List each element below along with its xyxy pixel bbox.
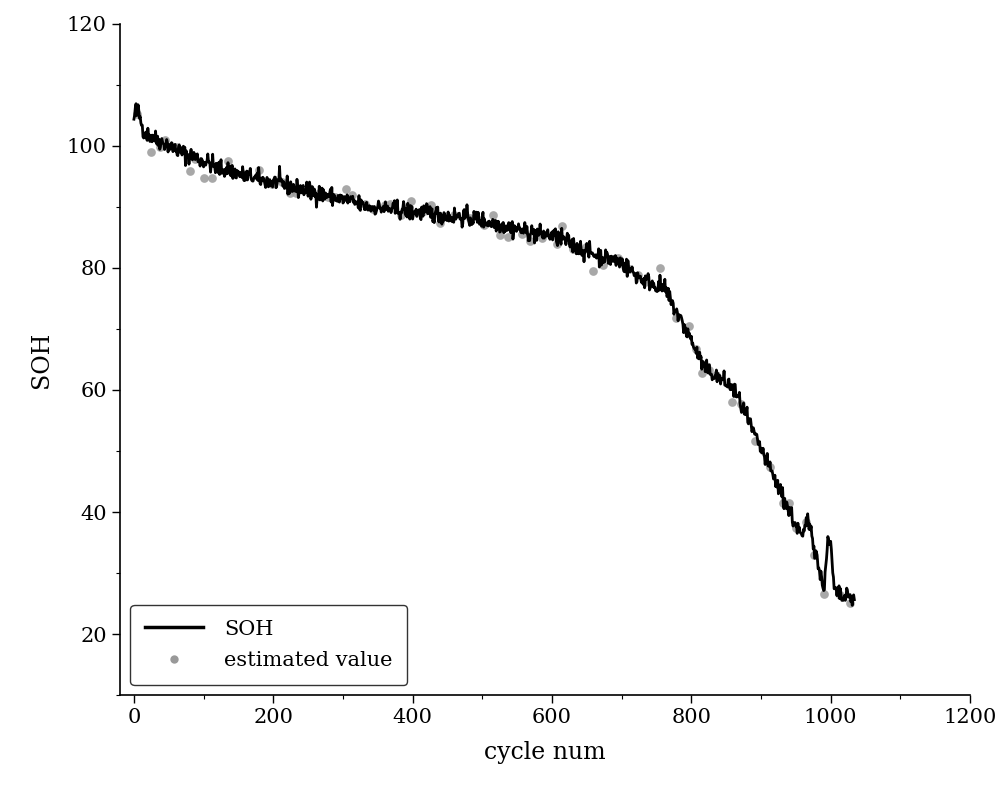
Point <box>302 182 318 195</box>
Point <box>204 171 220 184</box>
Point <box>842 596 858 609</box>
Point <box>781 497 797 510</box>
Point <box>446 209 462 221</box>
Point <box>157 134 173 146</box>
Point <box>578 241 594 254</box>
Point <box>534 231 550 244</box>
Point <box>694 367 710 379</box>
Point <box>610 251 626 264</box>
Point <box>403 194 419 207</box>
Point <box>288 186 304 199</box>
Point <box>500 231 516 243</box>
Point <box>775 496 791 509</box>
Point <box>585 265 601 277</box>
Point <box>788 521 804 534</box>
Point <box>152 141 168 153</box>
Point <box>522 235 538 248</box>
Point <box>143 146 159 159</box>
Point <box>652 261 668 274</box>
Point <box>393 209 409 222</box>
Point <box>187 152 203 165</box>
Point <box>668 311 684 324</box>
Point <box>365 202 381 215</box>
Point <box>251 164 267 177</box>
Point <box>264 177 280 190</box>
Point <box>423 199 439 212</box>
Point <box>416 205 432 217</box>
Point <box>595 258 611 271</box>
Point <box>338 182 354 195</box>
Legend: SOH, estimated value: SOH, estimated value <box>130 605 407 685</box>
Point <box>274 175 290 188</box>
Point <box>462 212 478 224</box>
Point <box>798 516 814 529</box>
Point <box>168 141 184 154</box>
Point <box>432 216 448 229</box>
Point <box>762 461 778 473</box>
Point <box>327 190 343 203</box>
Point <box>708 369 724 382</box>
Point <box>377 199 393 212</box>
Point <box>554 220 570 232</box>
Point <box>637 276 653 288</box>
Point <box>701 363 717 376</box>
Point <box>630 269 646 281</box>
Point <box>182 165 198 178</box>
Point <box>344 189 360 201</box>
Point <box>357 198 373 210</box>
Point <box>235 168 251 181</box>
Point <box>724 396 740 408</box>
Point <box>492 228 508 241</box>
Point <box>549 238 565 250</box>
Point <box>382 198 398 210</box>
Point <box>681 320 697 333</box>
Point <box>485 209 501 221</box>
Point <box>621 263 637 276</box>
Point <box>311 187 327 200</box>
Point <box>196 171 212 184</box>
Point <box>565 243 581 255</box>
Point <box>806 548 822 561</box>
Y-axis label: SOH: SOH <box>30 331 53 388</box>
Point <box>514 228 530 241</box>
Point <box>320 191 336 204</box>
Point <box>832 589 848 601</box>
Point <box>476 219 492 231</box>
Point <box>220 155 236 167</box>
Point <box>816 588 832 600</box>
Point <box>129 107 145 120</box>
Point <box>747 435 763 447</box>
Point <box>282 186 298 199</box>
Point <box>688 342 704 355</box>
Point <box>733 398 749 411</box>
X-axis label: cycle num: cycle num <box>484 741 606 764</box>
